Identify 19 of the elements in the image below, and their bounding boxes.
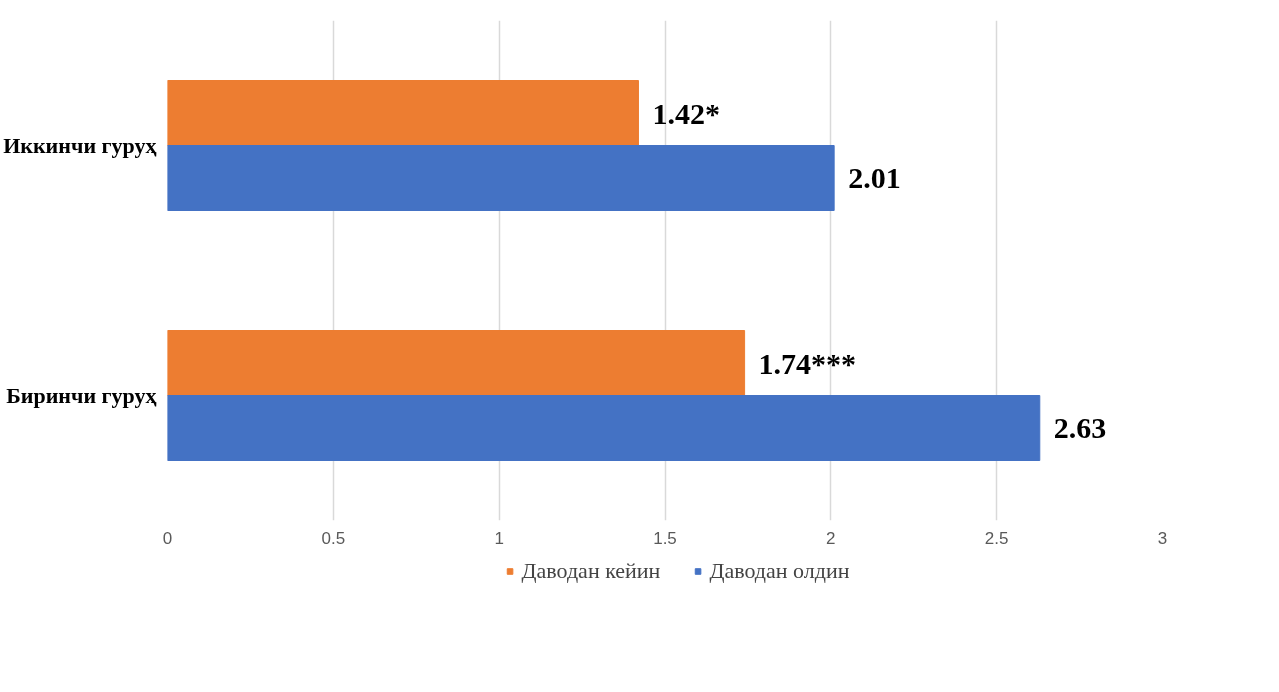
x-tick-label: 1.5	[653, 528, 677, 548]
legend-label: Даводан олдин	[709, 558, 850, 584]
x-tick-label: 1	[494, 528, 504, 548]
data-label: 2.63	[1053, 410, 1107, 444]
bar	[167, 145, 835, 211]
data-label: 1.42*	[652, 96, 720, 130]
x-tick-label: 0.5	[321, 528, 346, 548]
x-tick-label: 2.5	[984, 528, 1009, 548]
bar	[167, 330, 746, 396]
y-tick-label: Биринчи гуруҳ	[6, 383, 157, 408]
bar	[167, 80, 639, 146]
y-tick-label: Иккинчи гуруҳ	[3, 133, 157, 158]
bar	[167, 395, 1041, 461]
data-label: 1.74***	[758, 346, 857, 380]
x-tick-label: 2	[826, 528, 836, 548]
x-tick-label: 0	[162, 528, 173, 548]
x-tick-label: 3	[1157, 528, 1168, 548]
legend-label: Даводан кейин	[521, 558, 661, 584]
data-label: 2.01	[848, 160, 901, 194]
